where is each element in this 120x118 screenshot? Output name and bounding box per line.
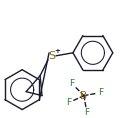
Text: B: B	[80, 91, 87, 101]
Text: F: F	[69, 79, 75, 88]
Text: F: F	[98, 88, 103, 97]
Text: F: F	[84, 108, 89, 117]
Text: F: F	[66, 98, 71, 107]
Text: +: +	[54, 48, 60, 54]
Text: S: S	[48, 51, 56, 61]
